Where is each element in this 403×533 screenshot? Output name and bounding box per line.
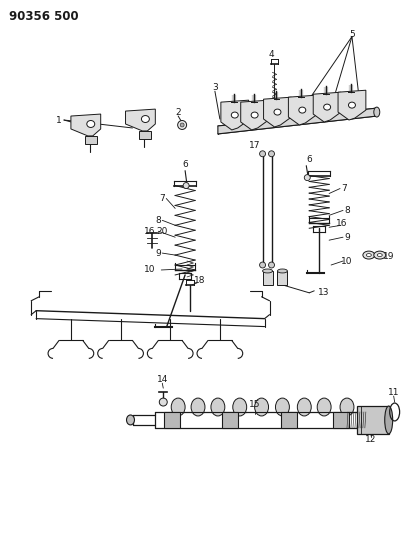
- Ellipse shape: [127, 415, 135, 425]
- Text: 1: 1: [56, 116, 62, 125]
- Circle shape: [304, 175, 310, 181]
- Text: 7: 7: [341, 184, 347, 193]
- Polygon shape: [218, 108, 377, 134]
- Ellipse shape: [363, 251, 375, 259]
- Polygon shape: [71, 114, 101, 136]
- Ellipse shape: [251, 112, 258, 118]
- Text: 7: 7: [160, 194, 165, 203]
- Polygon shape: [338, 90, 366, 120]
- Ellipse shape: [231, 112, 238, 118]
- Text: 13: 13: [318, 288, 330, 297]
- Circle shape: [178, 120, 187, 130]
- Bar: [281, 412, 297, 428]
- Text: 12: 12: [365, 435, 376, 445]
- Polygon shape: [139, 131, 152, 139]
- Ellipse shape: [366, 254, 371, 256]
- Ellipse shape: [191, 398, 205, 416]
- Circle shape: [183, 183, 189, 189]
- Ellipse shape: [87, 120, 95, 127]
- Polygon shape: [241, 100, 268, 130]
- Ellipse shape: [299, 107, 306, 113]
- Ellipse shape: [171, 398, 185, 416]
- Bar: [164, 412, 180, 428]
- Text: 4: 4: [269, 50, 274, 59]
- Text: 15: 15: [249, 400, 260, 409]
- Text: 16: 16: [144, 227, 155, 236]
- Ellipse shape: [276, 398, 289, 416]
- Text: 90356 500: 90356 500: [9, 10, 79, 23]
- Ellipse shape: [297, 398, 311, 416]
- Text: 3: 3: [212, 83, 218, 92]
- Bar: [357, 406, 389, 434]
- Polygon shape: [313, 92, 341, 122]
- Ellipse shape: [340, 398, 354, 416]
- Circle shape: [260, 262, 266, 268]
- Ellipse shape: [233, 398, 247, 416]
- Text: 5: 5: [349, 30, 355, 39]
- Circle shape: [260, 151, 266, 157]
- Text: 10: 10: [341, 256, 353, 265]
- Text: 9: 9: [344, 233, 350, 241]
- Text: 17: 17: [249, 141, 260, 150]
- Ellipse shape: [377, 254, 382, 256]
- Ellipse shape: [274, 109, 281, 115]
- Text: 19: 19: [383, 252, 395, 261]
- Ellipse shape: [278, 269, 287, 273]
- Ellipse shape: [211, 398, 225, 416]
- Circle shape: [268, 262, 274, 268]
- Text: 16: 16: [336, 219, 348, 228]
- Ellipse shape: [263, 269, 272, 273]
- Text: 18: 18: [194, 277, 206, 285]
- Ellipse shape: [374, 107, 380, 117]
- Ellipse shape: [324, 104, 330, 110]
- Text: 10: 10: [144, 265, 155, 274]
- Text: 20: 20: [157, 227, 168, 236]
- Circle shape: [159, 398, 167, 406]
- Text: 14: 14: [157, 375, 168, 384]
- Ellipse shape: [317, 398, 331, 416]
- Text: 11: 11: [388, 387, 399, 397]
- Polygon shape: [125, 109, 155, 131]
- Text: 6: 6: [306, 155, 312, 164]
- Ellipse shape: [255, 398, 268, 416]
- Ellipse shape: [374, 251, 386, 259]
- Ellipse shape: [141, 116, 150, 123]
- Polygon shape: [221, 100, 249, 130]
- Bar: [222, 412, 238, 428]
- Circle shape: [180, 123, 184, 127]
- Ellipse shape: [349, 102, 355, 108]
- Text: 8: 8: [156, 216, 161, 225]
- Circle shape: [268, 151, 274, 157]
- Polygon shape: [264, 97, 291, 127]
- Text: 6: 6: [182, 160, 188, 169]
- Polygon shape: [85, 136, 97, 144]
- Bar: [263, 271, 272, 285]
- Text: 8: 8: [344, 206, 350, 215]
- Bar: [333, 412, 349, 428]
- Bar: [278, 271, 287, 285]
- Text: 2: 2: [175, 108, 181, 117]
- Ellipse shape: [385, 406, 393, 434]
- Text: 9: 9: [156, 248, 161, 257]
- Polygon shape: [289, 95, 316, 125]
